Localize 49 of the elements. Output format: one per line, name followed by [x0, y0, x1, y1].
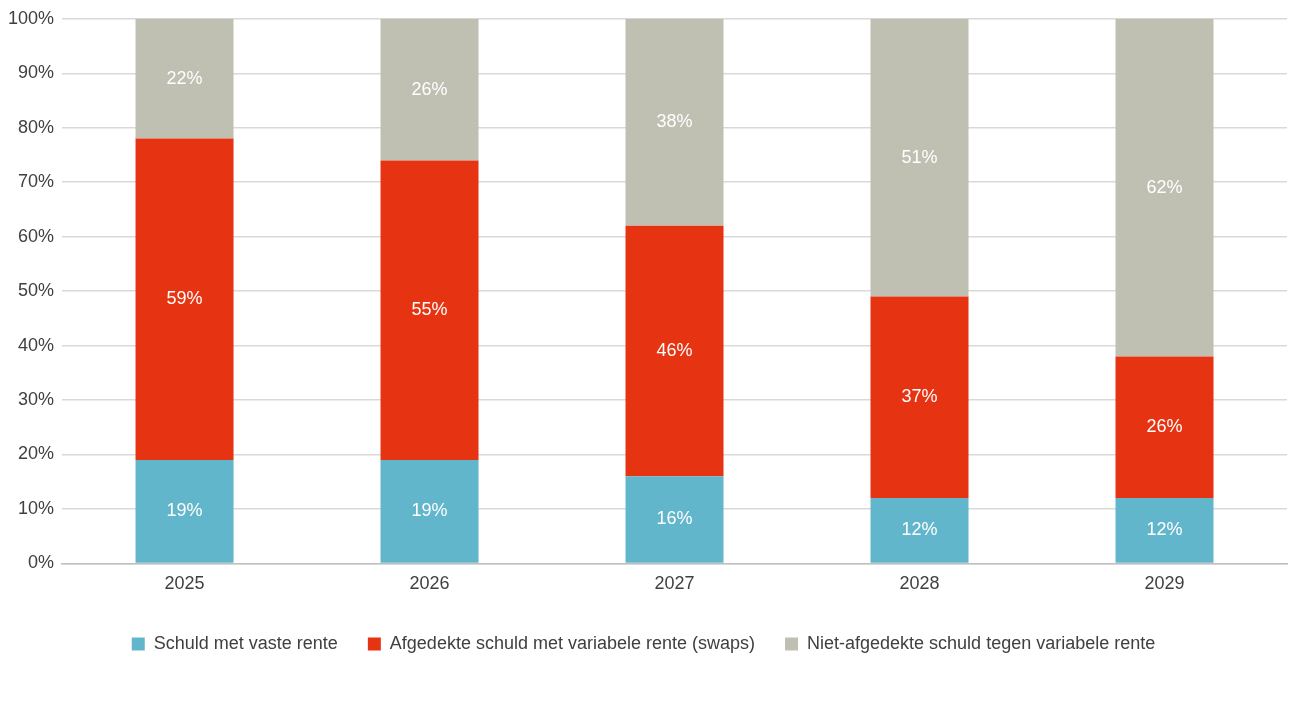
text: 19%: [411, 500, 448, 521]
bar: [135, 138, 234, 460]
text: 37%: [901, 386, 938, 407]
text: 12%: [1146, 519, 1183, 540]
legend-label: Afgedekte schuld met variabele rente (swaps): [389, 632, 756, 653]
text: 26%: [411, 78, 448, 99]
y-tick-label: 60%: [18, 225, 55, 246]
bar: [380, 459, 479, 563]
y-tick-label: 40%: [18, 334, 55, 355]
bar: [1115, 356, 1214, 499]
y-tick-label: 10%: [18, 497, 55, 518]
y-tick-label: 70%: [18, 171, 55, 192]
bar: [625, 225, 724, 477]
text: 19%: [166, 500, 203, 521]
bar: [1115, 498, 1214, 563]
text: 16%: [656, 508, 693, 529]
text: 12%: [901, 519, 938, 540]
x-tick-label: 2028: [899, 573, 940, 594]
text: 46%: [656, 339, 693, 360]
bar: [870, 296, 969, 499]
x-tick-label: 2026: [409, 573, 450, 594]
y-tick-label: 20%: [18, 443, 55, 464]
text: 22%: [166, 67, 203, 88]
y-tick-label: 90%: [18, 62, 55, 83]
bar: [625, 476, 724, 563]
x-tick-label: 2027: [654, 573, 695, 594]
x-tick-label: 2025: [164, 573, 205, 594]
text: 62%: [1146, 176, 1183, 197]
legend-label: Schuld met vaste rente: [153, 632, 338, 653]
text: 55%: [411, 299, 448, 320]
bar: [625, 18, 724, 226]
text: 51%: [901, 146, 938, 167]
bar: [135, 18, 234, 139]
bar: [380, 160, 479, 460]
y-tick-label: 100%: [7, 7, 55, 28]
text: 59%: [166, 288, 203, 309]
bar: [870, 18, 969, 297]
legend-label: Niet-afgedekte schuld tegen variabele rente: [807, 632, 1156, 653]
x-tick-label: 2029: [1144, 573, 1185, 594]
bar: [1115, 18, 1214, 357]
bar: [380, 18, 479, 161]
bar: [135, 459, 234, 563]
y-tick-label: 50%: [18, 280, 55, 301]
y-tick-label: 80%: [18, 116, 55, 137]
text: 26%: [1146, 416, 1183, 437]
text: 38%: [656, 111, 693, 132]
y-tick-label: 30%: [18, 388, 55, 409]
y-tick-label: 0%: [28, 552, 55, 573]
bar: [870, 498, 969, 563]
